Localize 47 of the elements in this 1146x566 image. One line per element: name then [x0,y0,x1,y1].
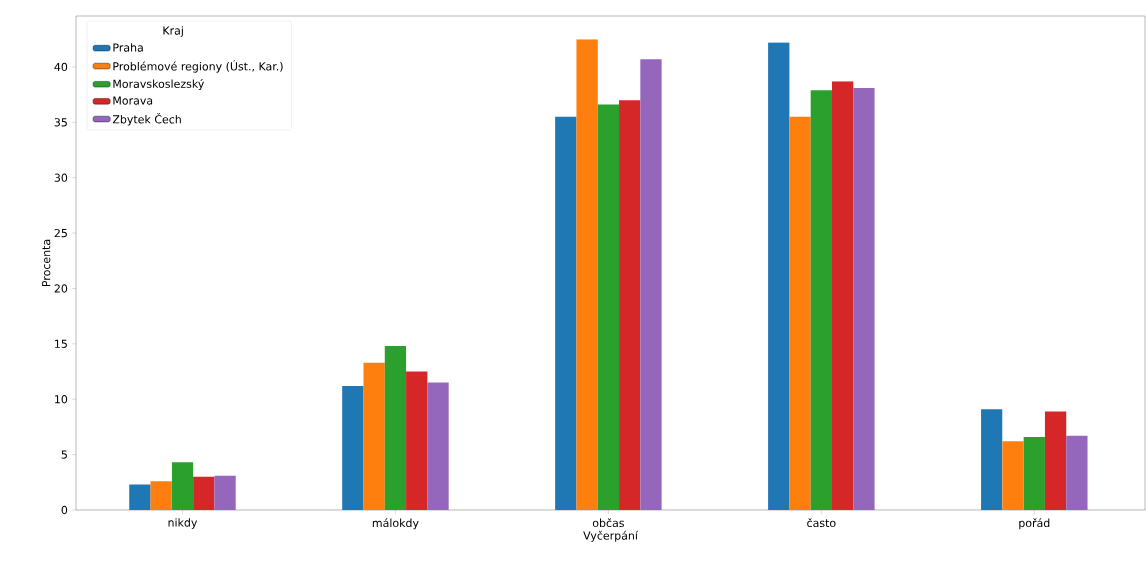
bar [1023,436,1045,510]
x-tick-label: občas [592,518,624,528]
y-tick-label: 25 [54,228,67,238]
y-tick-label: 10 [55,395,68,404]
bar [1066,435,1088,510]
y-tick-label: 0 [61,505,68,515]
bar [406,371,428,510]
bar [214,475,236,510]
y-tick-label: 35 [54,118,67,127]
y-tick-label: 40 [54,62,68,72]
legend-label: Morava [113,96,153,105]
bar [193,476,215,510]
bar [640,59,662,510]
legend-label: Praha [113,43,143,52]
bar [576,39,598,510]
bar [831,81,854,510]
bar [619,100,641,510]
bar [363,362,385,510]
bar [810,90,832,510]
bar [768,42,790,510]
bar [1044,411,1067,510]
x-tick-label: málokdy [372,518,419,530]
legend-label: Moravskoslezský [113,79,205,91]
bar [129,484,151,510]
legend-label: Problémové regiony (Úst., Kar.) [113,60,283,73]
y-tick-label: 20 [54,284,68,293]
bar [555,116,577,510]
bar [384,346,407,510]
x-tick-label: pořád [1019,518,1050,530]
y-tick-label: 30 [54,173,68,182]
x-axis-title: Vyčerpání [583,530,639,542]
x-tick-label: často [807,518,836,528]
bar [171,462,194,510]
bar [789,116,811,510]
bar [981,409,1003,510]
bar [853,88,875,510]
bar [342,385,364,510]
legend-label: Zbytek Čech [112,113,181,126]
y-axis-title: Procenta [42,239,51,287]
bar [1002,441,1024,510]
y-tick-label: 5 [61,450,67,459]
y-tick-label: 15 [55,339,67,348]
bar [597,104,620,510]
bar [427,382,449,510]
bar [150,481,172,510]
legend-title: Kraj [163,26,183,37]
x-tick-label: nikdy [168,518,198,529]
